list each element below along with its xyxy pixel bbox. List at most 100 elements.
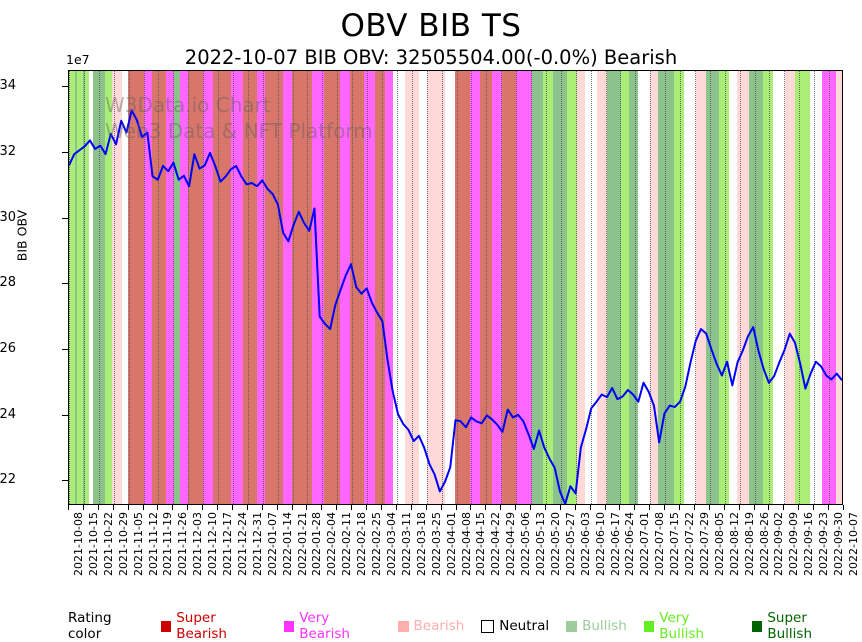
rating-band-very-bearish xyxy=(339,71,351,504)
legend-swatch-icon xyxy=(397,620,409,632)
legend-item-label: Bullish xyxy=(582,618,627,634)
x-tick-label: 2021-12-03 xyxy=(191,512,205,576)
legend-item-label: Super Bullish xyxy=(767,610,813,642)
x-tick-label: 2022-01-07 xyxy=(265,512,279,576)
legend-swatch-icon xyxy=(481,619,495,633)
legend-item-very-bullish[interactable]: Very Bullish xyxy=(643,610,735,642)
x-tick-label: 2022-01-21 xyxy=(295,512,309,576)
legend-swatch-icon xyxy=(283,620,295,632)
rating-band-very-bearish xyxy=(515,71,533,504)
x-tick-label: 2022-05-13 xyxy=(534,512,548,576)
y-axis-exponent: 1e7 xyxy=(66,52,90,67)
x-tick-label: 2021-11-26 xyxy=(176,512,190,576)
rating-bands xyxy=(69,71,842,504)
rating-band-bullish xyxy=(705,71,721,504)
legend-item-bullish[interactable]: Bullish xyxy=(566,618,627,634)
x-tick-label: 2022-06-03 xyxy=(578,512,592,576)
x-tick-label: 2022-04-29 xyxy=(504,512,518,576)
x-tick-label: 2021-12-24 xyxy=(235,512,249,576)
legend-item-very-bearish[interactable]: Very Bearish xyxy=(283,610,381,642)
x-tick-label: 2022-02-04 xyxy=(325,512,339,576)
x-tick-label: 2022-06-17 xyxy=(608,512,622,576)
x-tick-mark xyxy=(366,505,368,510)
rating-band-very-bullish xyxy=(76,71,84,504)
rating-band-bearish xyxy=(577,71,586,504)
x-tick-label: 2022-02-11 xyxy=(340,512,354,576)
rating-band-neutral xyxy=(683,71,697,504)
x-tick-mark xyxy=(470,505,472,510)
rating-band-very-bearish xyxy=(203,71,214,504)
rating-band-very-bearish xyxy=(231,71,244,504)
x-tick-label: 2022-08-26 xyxy=(757,512,771,576)
x-tick-label: 2022-03-25 xyxy=(429,512,443,576)
x-tick-mark xyxy=(172,505,174,510)
rating-band-bullish xyxy=(628,71,639,504)
legend: Rating color Super Bearish Very Bearish Be… xyxy=(68,610,862,642)
rating-band-very-bullish xyxy=(794,71,811,504)
rating-band-very-bullish xyxy=(69,71,76,504)
legend-item-super-bullish[interactable]: Super Bullish xyxy=(751,610,852,642)
y-tick-label: 3.24 xyxy=(0,406,16,422)
x-tick-mark xyxy=(321,505,323,510)
x-tick-label: 2022-04-22 xyxy=(489,512,503,576)
rating-band-super-bearish xyxy=(128,71,145,504)
rating-band-neutral xyxy=(122,71,129,504)
legend-item-bearish[interactable]: Bearish xyxy=(397,618,465,634)
x-tick-label: 2022-10-07 xyxy=(847,512,860,576)
x-tick-label: 2022-09-09 xyxy=(787,512,801,576)
x-tick-mark xyxy=(217,505,219,510)
rating-band-bearish xyxy=(112,71,123,504)
rating-band-neutral xyxy=(393,71,406,504)
legend-item-super-bearish[interactable]: Super Bearish xyxy=(160,610,267,642)
legend-item-neutral[interactable]: Neutral xyxy=(481,618,549,634)
x-tick-mark xyxy=(380,505,382,510)
x-tick-label: 2022-03-11 xyxy=(399,512,413,576)
rating-band-very-bearish xyxy=(165,71,175,504)
x-tick-label: 2022-08-19 xyxy=(742,512,756,576)
x-tick-label: 2022-09-30 xyxy=(832,512,846,576)
x-tick-mark xyxy=(723,505,725,510)
legend-item-label: Very Bearish xyxy=(299,610,350,642)
watermark-line-1: W3Data.io Chart xyxy=(105,93,271,117)
x-tick-label: 2022-03-18 xyxy=(414,512,428,576)
rating-band-very-bullish xyxy=(673,71,685,504)
legend-item-label: Neutral xyxy=(499,618,550,634)
y-tick-mark xyxy=(62,349,68,351)
rating-band-very-bearish xyxy=(256,71,266,504)
y-tick-mark xyxy=(62,86,68,88)
x-tick-label: 2022-01-28 xyxy=(310,512,324,576)
chart-title: OBV BIB TS xyxy=(340,8,522,44)
rating-band-neutral xyxy=(444,71,456,504)
y-tick-label: 3.28 xyxy=(0,275,16,291)
rating-band-very-bearish xyxy=(470,71,481,504)
rating-band-super-bearish xyxy=(242,71,258,504)
x-tick-label: 2021-11-12 xyxy=(146,512,160,576)
x-tick-label: 2021-12-31 xyxy=(250,512,264,576)
x-tick-mark xyxy=(157,505,159,510)
legend-swatch-icon xyxy=(566,620,578,632)
x-tick-mark xyxy=(500,505,502,510)
x-tick-mark xyxy=(261,505,263,510)
x-tick-label: 2021-11-05 xyxy=(131,512,145,576)
x-tick-mark xyxy=(738,505,740,510)
rating-band-very-bullish xyxy=(104,71,114,504)
y-tick-label: 3.30 xyxy=(0,209,16,225)
rating-band-very-bearish xyxy=(179,71,189,504)
x-tick-mark xyxy=(530,505,532,510)
x-tick-mark xyxy=(515,505,517,510)
x-tick-label: 2022-07-29 xyxy=(697,512,711,576)
rating-band-super-bearish xyxy=(187,71,205,504)
x-tick-label: 2022-05-27 xyxy=(563,512,577,576)
legend-item-label: Bearish xyxy=(413,618,465,634)
x-tick-mark xyxy=(559,505,561,510)
x-tick-label: 2022-09-02 xyxy=(772,512,786,576)
x-tick-mark xyxy=(276,505,278,510)
x-tick-label: 2022-07-15 xyxy=(668,512,682,576)
rating-band-very-bullish xyxy=(719,71,730,504)
x-tick-mark xyxy=(589,505,591,510)
rating-band-neutral xyxy=(810,71,823,504)
x-tick-label: 2022-05-06 xyxy=(519,512,533,576)
rating-band-bullish xyxy=(74,71,78,504)
rating-band-very-bearish xyxy=(282,71,293,504)
